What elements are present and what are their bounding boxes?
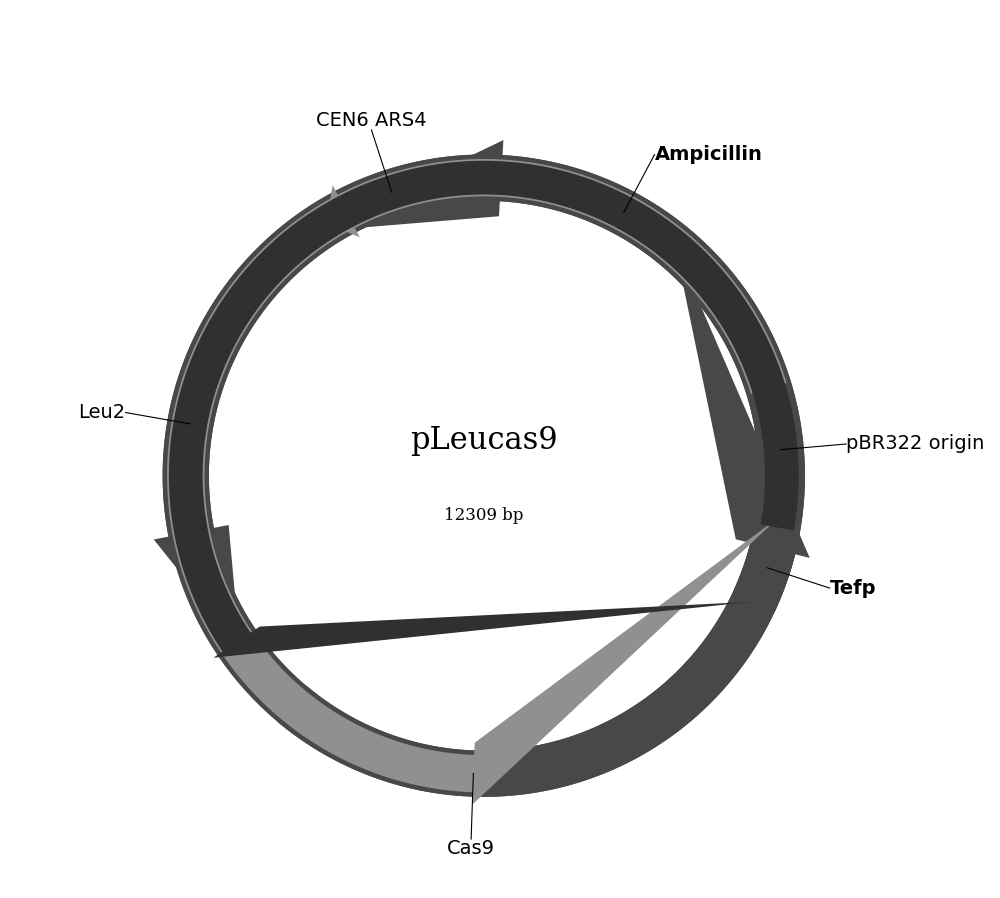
Text: 12309 bp: 12309 bp — [444, 507, 524, 524]
Polygon shape — [154, 154, 805, 647]
Text: CEN6 ARS4: CEN6 ARS4 — [316, 110, 427, 130]
Polygon shape — [277, 140, 805, 797]
Text: pLeucas9: pLeucas9 — [410, 425, 558, 455]
Text: Tefp: Tefp — [830, 578, 876, 597]
Text: pBR322 origin: pBR322 origin — [846, 435, 984, 453]
Text: Cas9: Cas9 — [447, 839, 495, 858]
Text: Ampicillin: Ampicillin — [655, 145, 762, 164]
Polygon shape — [163, 154, 810, 797]
Polygon shape — [326, 173, 402, 237]
Polygon shape — [169, 161, 799, 657]
Text: Leu2: Leu2 — [79, 403, 126, 422]
Polygon shape — [167, 159, 787, 805]
